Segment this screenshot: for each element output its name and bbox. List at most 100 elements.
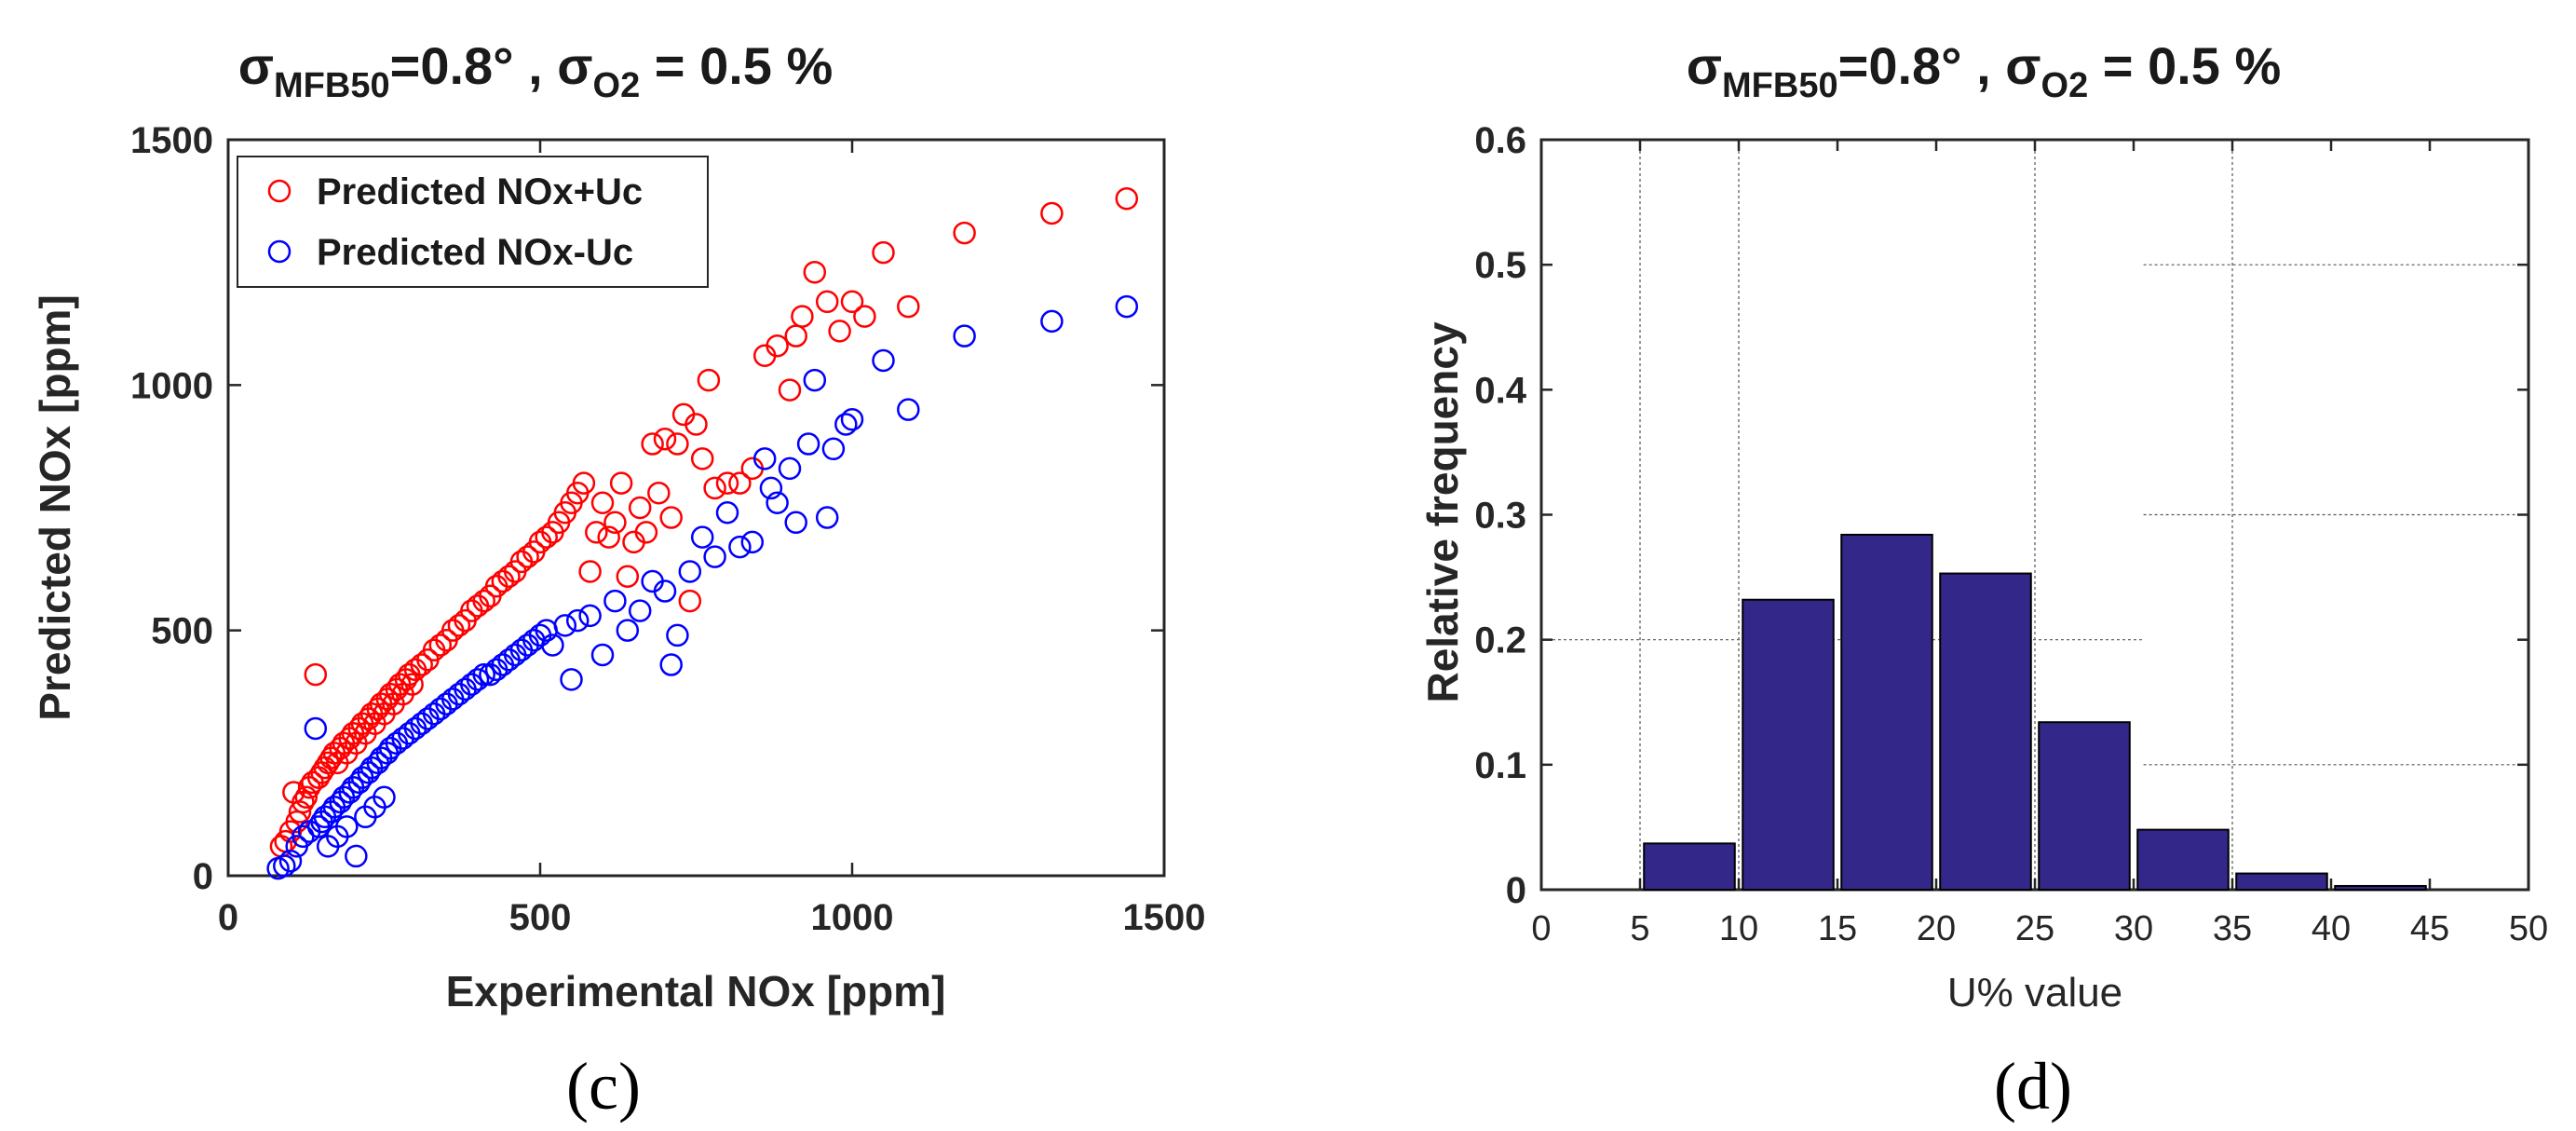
point-nox-plus-uc (628, 496, 652, 520)
panel-d-x-tick-label: 5 (1630, 909, 1649, 948)
point-nox-plus-uc (872, 240, 895, 265)
point-nox-plus-uc (840, 290, 864, 314)
panel-d-histogram: σMFB50=0.8° , σO2 = 0.5 % 0 5 10 15 20 25 30 35… (1418, 36, 2548, 1124)
panel-c-y-tick-label: 500 (151, 611, 213, 652)
point-nox-plus-uc (294, 785, 318, 809)
point-nox-minus-uc (953, 324, 976, 347)
legend-marker-nox-minus-uc (267, 239, 291, 264)
point-nox-plus-uc (678, 589, 702, 613)
legend-label-nox-plus-uc: Predicted NOx+Uc (317, 171, 643, 212)
point-nox-plus-uc (597, 525, 620, 549)
panel-d-title: σMFB50=0.8° , σO2 = 0.5 % (1687, 36, 2282, 105)
panel-d-bars (1643, 533, 2427, 892)
point-nox-plus-uc (653, 428, 677, 451)
point-nox-plus-uc (685, 413, 708, 436)
point-nox-plus-uc (666, 432, 689, 456)
panel-d-y-tick-label: 0.2 (1474, 620, 1526, 661)
point-nox-minus-uc (766, 491, 789, 514)
point-nox-plus-uc (1115, 186, 1139, 211)
panel-d-x-tick-label: 50 (2509, 909, 2548, 948)
panel-d-x-tick-label: 45 (2410, 909, 2449, 948)
point-nox-minus-uc (728, 535, 752, 559)
point-nox-plus-uc (953, 221, 976, 245)
panel-c-x-tick-label: 0 (218, 897, 238, 938)
point-nox-minus-uc (578, 604, 602, 628)
histogram-bar (1939, 572, 2032, 892)
point-nox-minus-uc (740, 530, 765, 554)
panel-c-x-tick-label: 1000 (811, 897, 894, 938)
point-nox-minus-uc (815, 506, 839, 529)
panel-c-x-tick-label: 500 (509, 897, 572, 938)
point-nox-plus-uc (590, 491, 615, 514)
point-nox-minus-uc (565, 608, 590, 633)
histogram-bar (2038, 721, 2131, 892)
point-nox-plus-uc (803, 260, 827, 284)
panel-c-x-tick-label: 1500 (1123, 897, 1206, 938)
point-nox-plus-uc (578, 560, 602, 583)
panel-d-y-tick-label: 0.4 (1474, 370, 1526, 411)
point-nox-plus-uc (400, 673, 424, 696)
point-nox-plus-uc (715, 471, 739, 495)
point-nox-minus-uc (653, 579, 677, 603)
legend-label-nox-minus-uc: Predicted NOx-Uc (317, 232, 633, 273)
point-nox-minus-uc (796, 432, 820, 456)
point-nox-minus-uc (603, 589, 627, 613)
point-nox-plus-uc (516, 545, 539, 568)
point-nox-plus-uc (609, 471, 633, 495)
point-nox-plus-uc (497, 565, 521, 588)
legend-box (237, 156, 709, 288)
point-nox-plus-uc (1040, 201, 1064, 225)
point-nox-minus-uc (778, 456, 802, 481)
point-nox-plus-uc (410, 653, 433, 676)
point-nox-minus-uc (678, 560, 702, 583)
panel-c-y-tick-label: 1000 (130, 365, 213, 406)
point-nox-minus-uc (872, 348, 895, 373)
point-nox-minus-uc (345, 844, 368, 868)
point-nox-plus-uc (766, 334, 789, 358)
point-nox-plus-uc (472, 589, 495, 613)
point-nox-plus-uc (603, 511, 627, 535)
point-nox-minus-uc (590, 643, 615, 667)
point-nox-plus-uc (288, 800, 312, 824)
point-nox-minus-uc (304, 716, 328, 741)
point-nox-minus-uc (373, 785, 396, 809)
panel-d-ticks: 0 5 10 15 20 25 30 35 40 45 50 0 0.1 0.2 0.3 0.4 0.5 0.6 (1474, 120, 2548, 948)
point-nox-plus-uc (815, 290, 839, 314)
panel-d-x-tick-label: 25 (2015, 909, 2054, 948)
point-nox-plus-uc (572, 471, 596, 495)
point-nox-minus-uc (821, 437, 846, 461)
point-nox-plus-uc (641, 432, 664, 456)
panel-c-title: σMFB50=0.8° , σO2 = 0.5 % (238, 36, 834, 105)
point-nox-minus-uc (666, 623, 689, 647)
histogram-bar (1643, 842, 1736, 892)
point-nox-minus-uc (616, 619, 640, 642)
panel-c-legend: Predicted NOx+Uc Predicted NOx-Uc (237, 156, 709, 288)
panel-c-y-tick-label: 1500 (130, 120, 213, 161)
legend-marker-nox-plus-uc (267, 179, 291, 203)
point-nox-minus-uc (752, 447, 777, 470)
point-nox-plus-uc (291, 790, 315, 814)
point-nox-plus-uc (659, 506, 683, 529)
point-nox-plus-uc (535, 525, 558, 549)
point-nox-plus-uc (616, 565, 640, 588)
point-nox-minus-uc (541, 634, 564, 657)
panel-c-label: (c) (566, 1049, 641, 1124)
point-nox-plus-uc (304, 662, 328, 687)
point-nox-plus-uc (897, 294, 920, 319)
panel-c-scatter: σMFB50=0.8° , σO2 = 0.5 % 0 500 1000 1500 0 5… (31, 36, 1205, 1124)
panel-d-x-tick-label: 40 (2312, 909, 2351, 948)
histogram-bar (2136, 828, 2230, 891)
point-nox-plus-uc (703, 476, 726, 500)
point-nox-minus-uc (784, 511, 807, 535)
panel-c-y-tick-label: 0 (193, 856, 213, 897)
panel-c-y-axis-label: Predicted NOx [ppm] (31, 294, 79, 721)
point-nox-minus-uc (472, 662, 495, 687)
panel-d-y-tick-label: 0 (1506, 870, 1526, 911)
panel-d-grid (1541, 140, 2529, 890)
point-nox-plus-uc (647, 481, 671, 505)
point-nox-minus-uc (628, 599, 652, 622)
point-nox-minus-uc (897, 398, 920, 421)
point-nox-minus-uc (659, 653, 683, 676)
point-nox-minus-uc (560, 668, 583, 691)
